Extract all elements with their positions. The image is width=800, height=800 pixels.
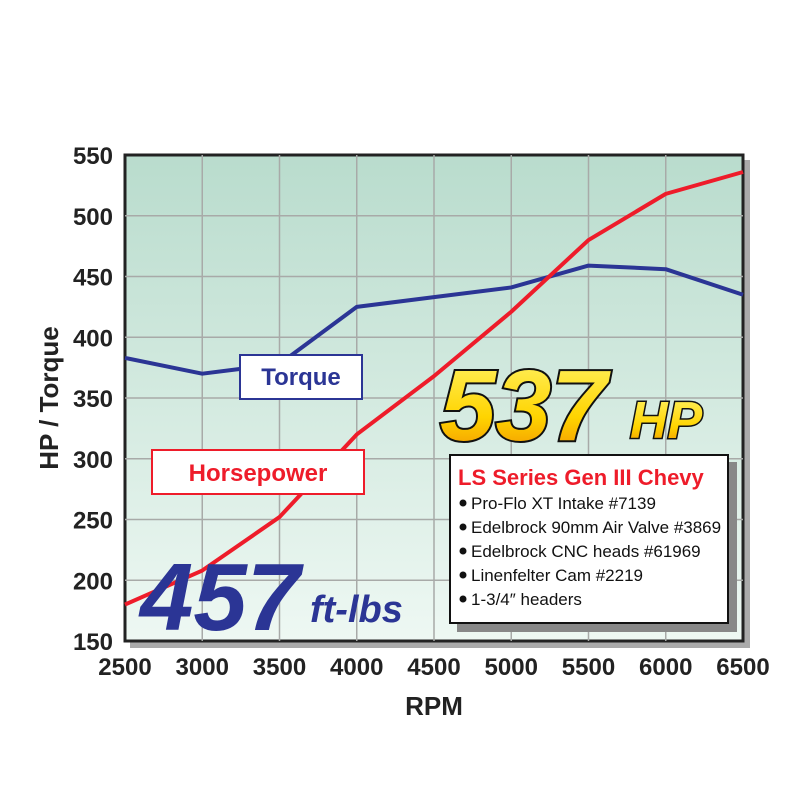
y-tick-label: 200 — [73, 568, 113, 595]
series-line-horsepower — [124, 170, 744, 607]
x-tick-label: 5000 — [485, 654, 538, 681]
peak-hp-callout: 537 HP — [438, 348, 704, 464]
svg-text:Horsepower: Horsepower — [189, 460, 328, 487]
x-tick-label: 3500 — [253, 654, 306, 681]
bullet-icon — [459, 571, 467, 579]
spec-item: Edelbrock 90mm Air Valve #3869 — [471, 518, 721, 537]
x-tick-label: 4500 — [407, 654, 460, 681]
bullet-icon — [459, 499, 467, 507]
torque-label: Torque — [239, 354, 363, 400]
spec-item: Edelbrock CNC heads #61969 — [471, 542, 701, 561]
y-tick-label: 350 — [73, 386, 113, 413]
x-tick-label: 5500 — [562, 654, 615, 681]
svg-text:HP: HP — [630, 392, 703, 450]
series-line-torque — [124, 263, 744, 376]
x-axis-title: RPM — [405, 691, 463, 721]
y-tick-label: 500 — [73, 204, 113, 231]
y-tick-label: 300 — [73, 447, 113, 474]
y-tick-label: 400 — [73, 325, 113, 352]
y-axis-title: HP / Torque — [34, 326, 64, 470]
bullet-icon — [459, 523, 467, 531]
bullet-icon — [459, 547, 467, 555]
svg-text:LS Series Gen III Chevy: LS Series Gen III Chevy — [458, 465, 705, 490]
spec-item: Linenfelter Cam #2219 — [471, 566, 643, 585]
peak-torque-callout: 457 ft-lbs — [138, 544, 403, 651]
spec-item: Pro-Flo XT Intake #7139 — [471, 494, 656, 513]
x-tick-label: 4000 — [330, 654, 383, 681]
x-tick-label: 2500 — [98, 654, 151, 681]
y-tick-label: 250 — [73, 508, 113, 535]
spec-box: LS Series Gen III Chevy Pro-Flo XT Intak… — [449, 454, 737, 632]
horsepower-label: Horsepower — [151, 449, 365, 495]
y-tick-label: 450 — [73, 265, 113, 292]
x-tick-label: 6500 — [716, 654, 769, 681]
bullet-icon — [459, 595, 467, 603]
svg-text:537: 537 — [440, 350, 611, 462]
spec-item: 1-3/4″ headers — [471, 590, 582, 609]
x-tick-label: 6000 — [639, 654, 692, 681]
x-tick-label: 3000 — [176, 654, 229, 681]
y-tick-label: 550 — [73, 143, 113, 170]
svg-text:457: 457 — [138, 544, 305, 651]
y-tick-label: 150 — [73, 629, 113, 656]
svg-text:Torque: Torque — [261, 364, 341, 391]
svg-text:ft-lbs: ft-lbs — [310, 589, 403, 631]
